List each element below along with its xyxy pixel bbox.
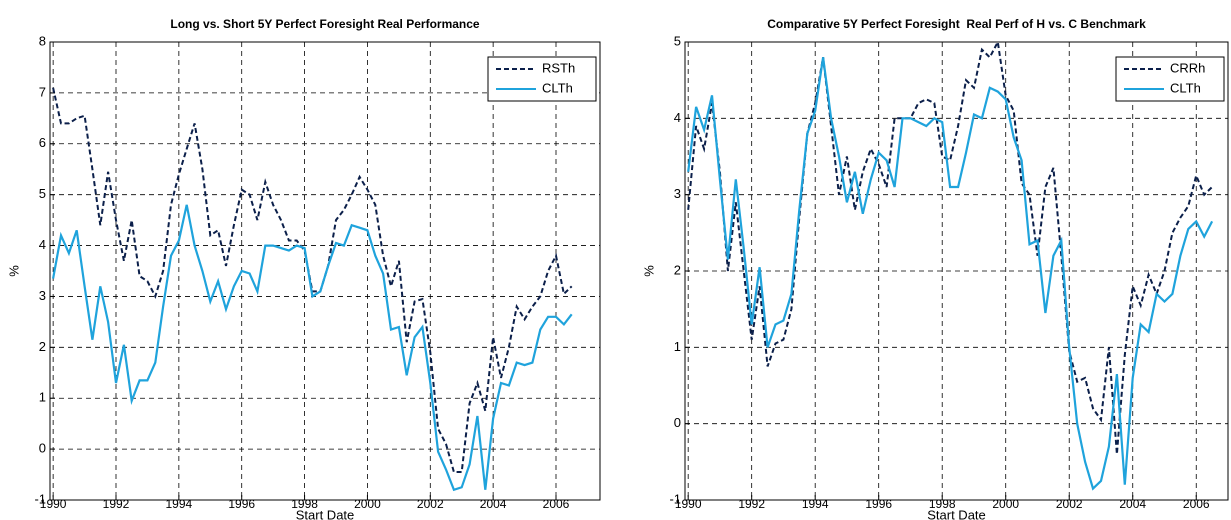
x-tick-label: 1996: [228, 497, 255, 511]
x-tick-label: 2002: [417, 497, 444, 511]
y-tick-label: 7: [39, 84, 46, 99]
y-tick-label: 4: [39, 237, 46, 252]
x-tick-label: 1990: [40, 497, 67, 511]
legend-box: [487, 56, 597, 102]
x-tick-label: 2006: [543, 497, 570, 511]
x-tick-label: 1998: [929, 497, 956, 511]
y-axis-label: %: [641, 265, 656, 277]
plot-frame: [684, 41, 1229, 501]
series-line: [687, 38, 1213, 455]
x-tick-label: 1996: [865, 497, 892, 511]
x-tick-label: 1998: [291, 497, 318, 511]
y-tick-label: 8: [39, 33, 46, 48]
legend-label: CRRh: [1170, 60, 1205, 75]
y-tick-label: 0: [674, 415, 681, 430]
x-tick-label: 2006: [1183, 497, 1210, 511]
chart-title: Comparative 5Y Perfect Foresight Real Pe…: [767, 17, 1146, 31]
y-axis-label: %: [6, 265, 21, 277]
y-tick-label: 4: [674, 110, 681, 125]
legend-label: CLTh: [1170, 80, 1201, 95]
y-tick-label: 1: [39, 390, 46, 405]
plot-frame: [49, 41, 601, 501]
plot-area: [50, 42, 600, 500]
legend-label: RSTh: [542, 60, 575, 75]
x-tick-label: 1990: [675, 497, 702, 511]
y-tick-label: -1: [669, 491, 681, 506]
x-tick-label: 2002: [1056, 497, 1083, 511]
x-tick-label: 2000: [992, 497, 1019, 511]
chart-title: Long vs. Short 5Y Perfect Foresight Real…: [170, 17, 480, 31]
y-tick-label: 2: [39, 339, 46, 354]
y-tick-label: 6: [39, 135, 46, 150]
x-tick-label: 1992: [738, 497, 765, 511]
chart: Long vs. Short 5Y Perfect Foresight Real…: [6, 17, 601, 520]
x-tick-label: 2004: [480, 497, 507, 511]
y-tick-label: -1: [34, 491, 46, 506]
y-tick-label: 1: [674, 339, 681, 354]
y-tick-label: 5: [674, 33, 681, 48]
x-tick-label: 2004: [1119, 497, 1146, 511]
series-line: [687, 57, 1214, 491]
legend-label: CLTh: [542, 80, 573, 95]
y-tick-label: 3: [39, 288, 46, 303]
x-tick-label: 2000: [354, 497, 381, 511]
x-tick-label: 1992: [103, 497, 130, 511]
x-axis-label: Start Date: [296, 507, 355, 520]
x-tick-label: 1994: [166, 497, 193, 511]
y-tick-label: 5: [39, 186, 46, 201]
chart: Comparative 5Y Perfect Foresight Real Pe…: [641, 17, 1229, 520]
x-axis-label: Start Date: [927, 507, 986, 520]
series-line: [52, 204, 573, 492]
y-tick-label: 0: [39, 441, 46, 456]
legend-box: [1115, 56, 1225, 102]
x-tick-label: 1994: [802, 497, 829, 511]
y-tick-label: 2: [674, 262, 681, 277]
y-tick-label: 3: [674, 186, 681, 201]
